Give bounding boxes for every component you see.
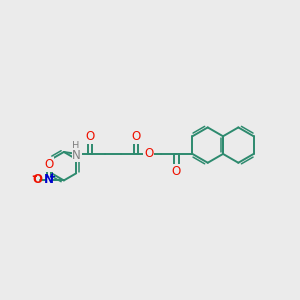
Text: N: N	[72, 149, 81, 162]
Text: N: N	[72, 149, 81, 159]
Text: O: O	[144, 147, 153, 161]
Text: O: O	[85, 130, 95, 143]
Text: H: H	[73, 146, 80, 156]
Text: O: O	[172, 165, 181, 178]
Text: O: O	[131, 130, 140, 143]
Text: O: O	[32, 173, 42, 186]
Text: +: +	[49, 172, 56, 182]
Text: N: N	[44, 173, 54, 186]
Text: H: H	[72, 142, 79, 152]
Text: -: -	[31, 169, 37, 182]
Text: O: O	[44, 158, 54, 171]
